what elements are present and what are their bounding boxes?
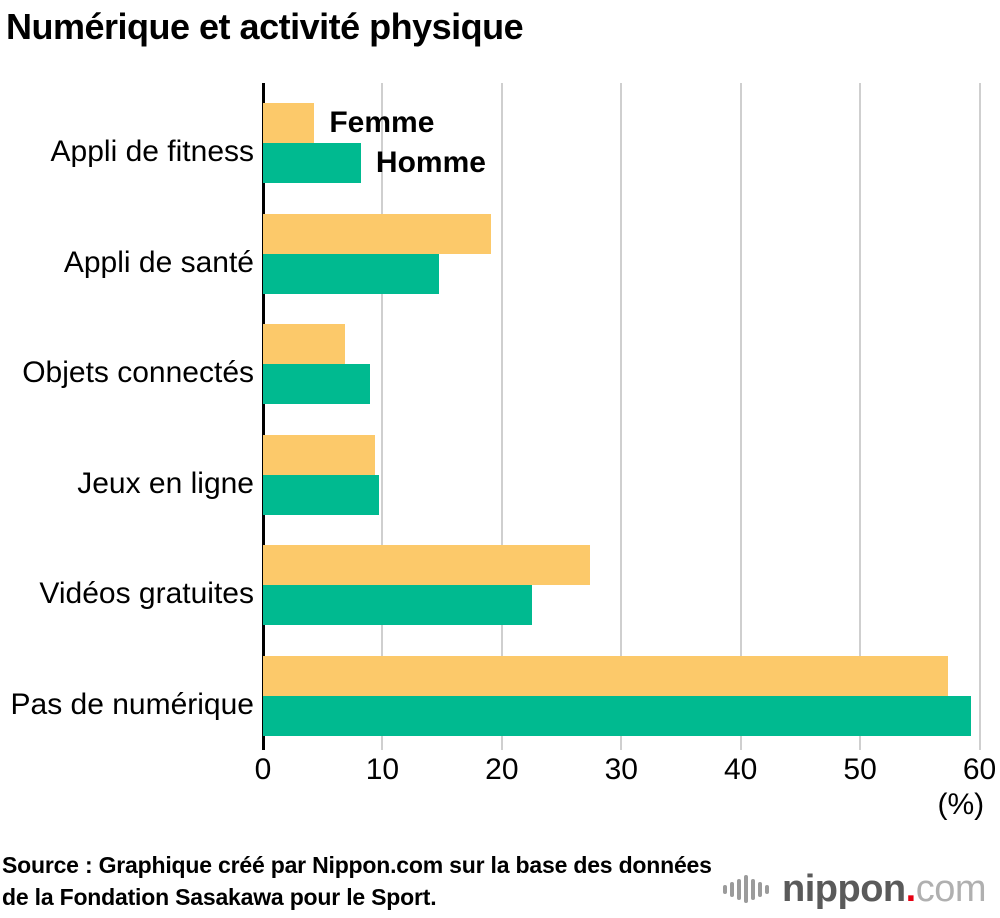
bar-homme-jeux-en-ligne (263, 474, 379, 515)
bar-homme-pas-de-numerique (263, 695, 972, 736)
bar-femme-appli-de-fitness (263, 103, 315, 143)
gridline-x-40 (739, 83, 742, 750)
bar-femme-videos-gratuites (263, 545, 591, 585)
source-note: Source : Graphique créé par Nippon.com s… (2, 849, 712, 913)
category-label-objets-connectes: Objets connectés (22, 356, 254, 389)
category-label-pas-de-numerique: Pas de numérique (10, 687, 255, 721)
logo-text-dot: . (905, 867, 917, 910)
logo-text-main: nippon (782, 867, 906, 910)
source-line-2: de la Fondation Sasakawa pour le Sport. (2, 884, 437, 910)
y-axis-line (261, 83, 265, 750)
bar-femme-pas-de-numerique (263, 655, 949, 696)
x-tick-label-30: 30 (604, 753, 638, 786)
bar-homme-appli-de-sante (263, 253, 439, 294)
nippon-logo: nippon.com (723, 866, 987, 912)
legend-label-femme: Femme (329, 106, 435, 139)
category-label-appli-de-sante: Appli de santé (63, 245, 254, 279)
x-tick-label-0: 0 (254, 753, 272, 786)
gridline-x-30 (620, 83, 623, 750)
category-label-videos-gratuites: Vidéos gratuites (39, 577, 254, 610)
bar-homme-appli-de-fitness (263, 143, 361, 183)
chart-title: Numérique et activité physique (6, 6, 524, 47)
bar-femme-jeux-en-ligne (263, 434, 376, 475)
bar-homme-objets-connectes (263, 364, 371, 404)
x-tick-label-50: 50 (843, 753, 877, 786)
gridline-x-10 (381, 83, 384, 750)
gridline-x-50 (859, 83, 862, 750)
x-axis-unit-label: (%) (937, 788, 985, 821)
category-label-jeux-en-ligne: Jeux en ligne (77, 466, 254, 500)
x-tick-label-60: 60 (962, 753, 997, 786)
bar-homme-videos-gratuites (263, 585, 532, 625)
logo-text-suffix: com (915, 867, 987, 910)
bar-chart-plot: Appli de fitness Appli de santé Objets con… (10, 83, 997, 821)
x-tick-label-40: 40 (723, 753, 758, 786)
bar-femme-appli-de-sante (263, 213, 492, 254)
category-label-appli-de-fitness: Appli de fitness (50, 135, 254, 168)
source-line-1: Source : Graphique créé par Nippon.com s… (2, 852, 712, 878)
gridline-x-60 (978, 83, 981, 750)
gridline-x-20 (500, 83, 503, 750)
nippon-logo-text: nippon.com (782, 868, 986, 911)
x-tick-label-10: 10 (365, 753, 400, 786)
legend-label-homme: Homme (375, 146, 486, 179)
x-tick-label-20: 20 (485, 753, 519, 786)
bar-femme-objets-connectes (263, 324, 346, 364)
soundwave-bars-icon (723, 875, 772, 903)
